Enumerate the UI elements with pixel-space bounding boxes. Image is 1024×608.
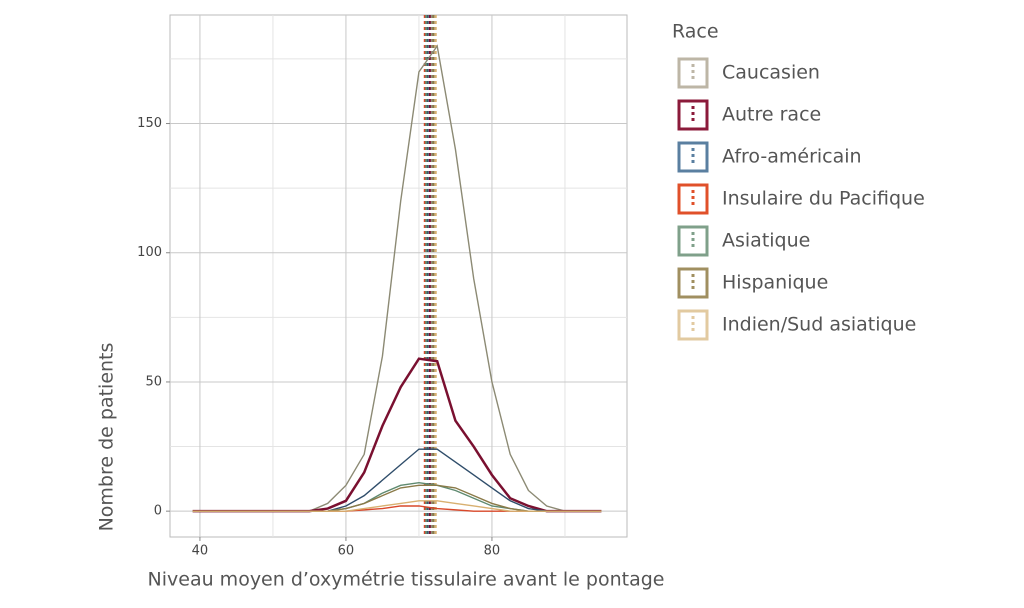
x-axis-label: Niveau moyen d’oxymétrie tissulaire avan… [148, 569, 665, 591]
legend-label: Asiatique [722, 230, 810, 252]
legend-label: Insulaire du Pacifique [722, 188, 925, 210]
legend-label: Autre race [722, 104, 821, 126]
x-tick-label: 40 [192, 544, 209, 559]
y-tick-label: 50 [145, 374, 162, 389]
x-tick-label: 80 [484, 544, 501, 559]
legend-label: Hispanique [722, 272, 828, 294]
plot-panel [169, 14, 628, 538]
legend-title: Race [672, 21, 719, 43]
series-line [192, 357, 602, 513]
legend-label: Caucasien [722, 62, 820, 84]
y-tick-label: 0 [154, 504, 162, 519]
x-tick-label: 60 [338, 544, 355, 559]
legend-label: Indien/Sud asiatique [722, 314, 916, 336]
legend-label: Afro-américain [722, 146, 862, 168]
series-line [192, 448, 602, 512]
y-tick-label: 150 [137, 116, 162, 131]
legend-swatch [677, 225, 709, 257]
legend-swatch [677, 141, 709, 173]
y-axis-label: Nombre de patients [96, 343, 118, 532]
series-line [192, 44, 602, 512]
series-line [192, 500, 602, 512]
y-tick-label: 100 [137, 245, 162, 260]
